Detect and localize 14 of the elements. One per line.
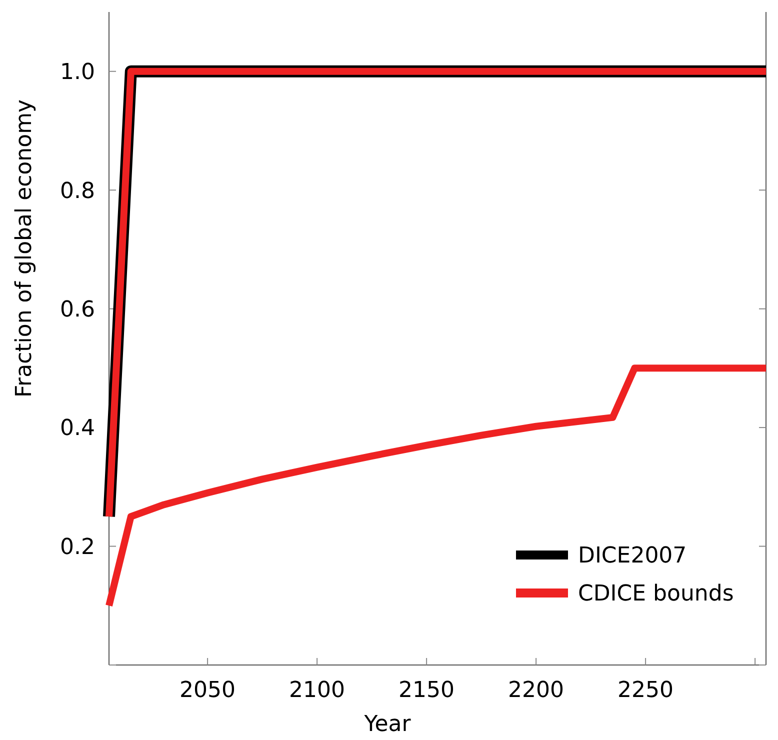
y-tick-label: 0.2: [60, 534, 95, 560]
y-tick-label: 0.4: [60, 416, 95, 442]
y-tick-label: 1.0: [60, 60, 95, 86]
y-tick-label: 0.6: [60, 298, 95, 323]
x-tick-label: 2100: [289, 678, 346, 703]
x-axis-title: Year: [363, 712, 412, 737]
legend-label: CDICE bounds: [578, 582, 734, 607]
legend-label: DICE2007: [578, 544, 687, 569]
x-tick-label: 2200: [508, 678, 564, 703]
x-tick-label: 2050: [180, 678, 236, 703]
y-axis-title: Fraction of global economy: [12, 99, 37, 398]
y-tick-label: 0.8: [60, 178, 95, 204]
x-tick-label: 2250: [618, 678, 674, 703]
x-tick-label: 2150: [398, 678, 455, 703]
